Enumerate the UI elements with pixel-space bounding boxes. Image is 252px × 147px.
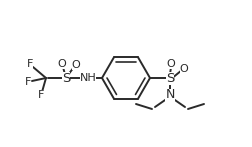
Text: N: N (165, 88, 175, 101)
Text: F: F (38, 90, 44, 100)
Text: F: F (25, 77, 31, 87)
Text: S: S (62, 71, 70, 85)
Text: O: O (72, 60, 80, 70)
Text: O: O (167, 59, 175, 69)
Text: NH: NH (80, 73, 96, 83)
Text: O: O (180, 64, 188, 74)
Text: F: F (27, 59, 33, 69)
Text: S: S (166, 71, 174, 85)
Text: O: O (58, 59, 66, 69)
